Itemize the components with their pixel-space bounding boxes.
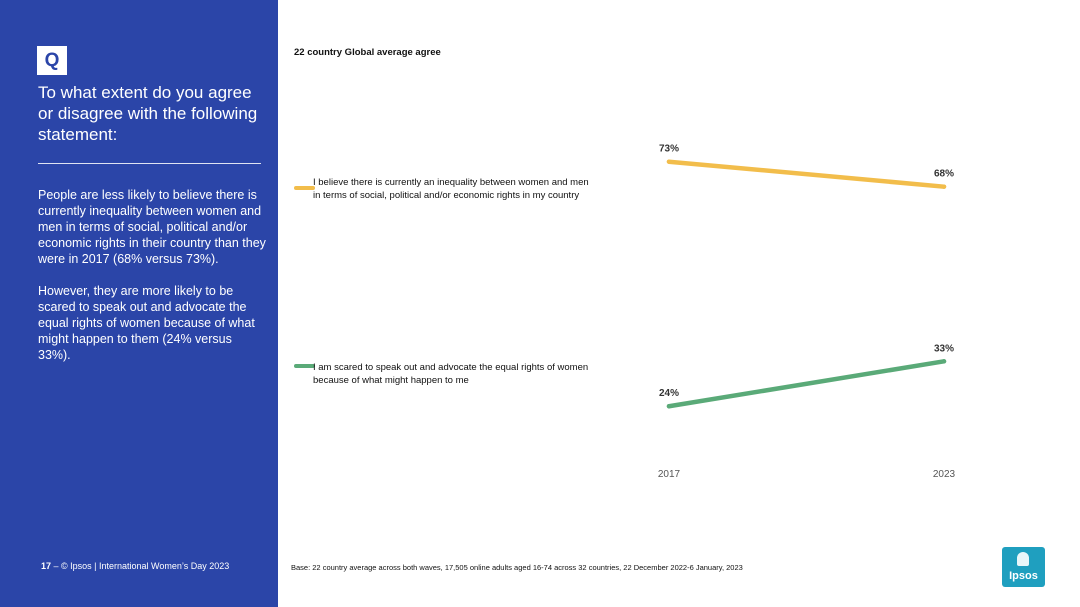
- logo-text: Ipsos: [1009, 570, 1038, 582]
- series-1-point-2017: [666, 159, 672, 164]
- question-badge: Q: [37, 46, 67, 75]
- data-label-series-1-2017: 73%: [659, 144, 679, 155]
- base-footnote: Base: 22 country average across both wav…: [291, 563, 743, 572]
- summary-paragraph-1: People are less likely to believe there …: [38, 188, 266, 266]
- series-2-point-2017: [666, 404, 672, 409]
- footer-left: 17 – © Ipsos | International Women’s Day…: [41, 561, 229, 571]
- question-text: To what extent do you agree or disagree …: [38, 83, 258, 144]
- legend-label-2: I am scared to speak out and advocate th…: [313, 362, 589, 386]
- footer-copyright: © Ipsos | International Women’s Day 2023: [61, 561, 230, 571]
- series-1-point-2023: [941, 184, 947, 189]
- summary-paragraph-2: However, they are more likely to be scar…: [38, 284, 255, 362]
- legend-swatch-2: [294, 364, 315, 368]
- legend-swatch-1: [294, 186, 315, 190]
- footer-separator: –: [51, 561, 62, 571]
- page-number: 17: [41, 561, 52, 571]
- series-line-1: [666, 159, 947, 189]
- divider: [38, 163, 261, 164]
- series-2-point-2023: [941, 359, 947, 364]
- x-tick-label-2023: 2023: [933, 469, 956, 480]
- legend-label-1: I believe there is currently an inequali…: [313, 177, 589, 201]
- data-label-series-2-2023: 33%: [934, 343, 954, 354]
- data-label-series-1-2023: 68%: [934, 169, 954, 180]
- sidebar-panel: Q To what extent do you agree or disagre…: [0, 0, 278, 607]
- summary: People are less likely to believe there …: [38, 187, 266, 379]
- ipsos-logo: Ipsos: [1002, 547, 1045, 587]
- data-label-series-2-2017: 24%: [659, 388, 679, 399]
- x-tick-label-2017: 2017: [658, 469, 681, 480]
- logo-mark-icon: [1017, 552, 1029, 566]
- chart-title: 22 country Global average agree: [294, 47, 441, 58]
- series-line-2: [666, 359, 947, 409]
